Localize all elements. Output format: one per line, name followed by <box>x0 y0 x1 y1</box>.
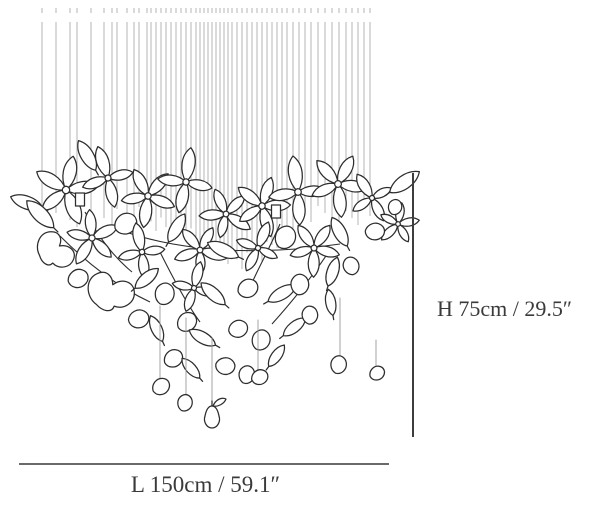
petal-shape <box>225 316 251 342</box>
petal-shape <box>125 305 153 333</box>
flower-cluster <box>7 136 424 429</box>
petal-shape <box>235 275 262 302</box>
leaf-shape <box>145 312 170 349</box>
length-dimension-line <box>19 463 389 465</box>
sock-shape <box>270 204 282 219</box>
sock-shape <box>74 192 86 207</box>
petal-shape <box>212 353 239 379</box>
petal-shape <box>339 253 364 278</box>
leaf-shape <box>185 324 224 354</box>
branch-stem <box>159 251 201 323</box>
petal-shape <box>327 353 350 377</box>
length-dimension-label: L 150cm / 59.1″ <box>130 472 281 497</box>
height-dimension-label: H 75cm / 29.5″ <box>437 296 573 321</box>
petal-shape <box>64 265 92 292</box>
leaf-shape <box>177 354 207 386</box>
leaf-shape <box>320 254 344 293</box>
leaf-shape <box>380 165 424 202</box>
petal-shape <box>249 327 274 353</box>
leaf-shape <box>323 288 340 321</box>
petal-shape <box>150 375 172 398</box>
bud-shape <box>203 397 227 429</box>
blob-shape <box>83 264 139 316</box>
petal-shape <box>367 363 387 383</box>
height-dimension-line <box>412 173 414 437</box>
petal-shape <box>174 392 196 414</box>
